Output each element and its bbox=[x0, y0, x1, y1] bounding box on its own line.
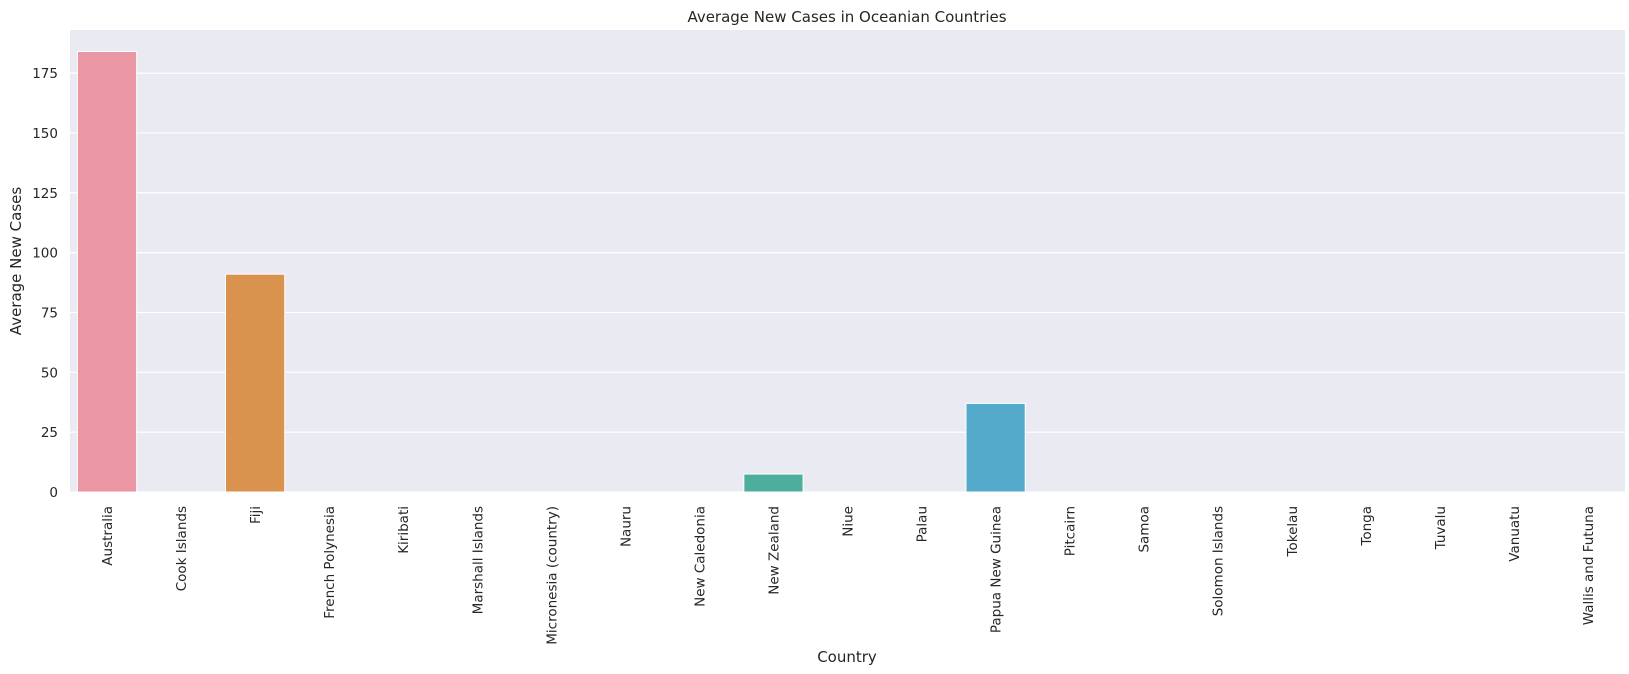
bar bbox=[225, 273, 286, 493]
x-tick-label: Tokelau bbox=[1285, 506, 1301, 557]
x-axis-label: Country bbox=[817, 648, 877, 666]
x-tick-label: Samoa bbox=[1137, 506, 1153, 553]
x-tick-label: Solomon Islands bbox=[1211, 506, 1227, 616]
y-tick-label: 75 bbox=[41, 305, 58, 321]
x-tick-label: Wallis and Futuna bbox=[1581, 506, 1597, 625]
bars bbox=[76, 51, 1026, 493]
bar bbox=[965, 402, 1026, 493]
x-tick-label: French Polynesia bbox=[322, 506, 338, 619]
y-axis-label: Average New Cases bbox=[7, 187, 25, 336]
y-tick-labels: 0 25 50 75 100 125 150 175 bbox=[32, 66, 58, 501]
x-tick-label: Marshall Islands bbox=[470, 506, 486, 614]
x-tick-label: Nauru bbox=[618, 506, 634, 547]
y-tick-label: 25 bbox=[41, 425, 58, 441]
x-tick-labels: Australia Cook Islands Fiji French Polynesi… bbox=[100, 506, 1597, 645]
x-tick-label: Micronesia (country) bbox=[544, 506, 560, 645]
x-tick-label: New Zealand bbox=[766, 506, 782, 595]
x-tick-label: Tonga bbox=[1359, 506, 1375, 547]
chart-title: Average New Cases in Oceanian Countries bbox=[687, 8, 1006, 26]
plot-background bbox=[70, 30, 1625, 492]
y-tick-label: 150 bbox=[32, 126, 58, 142]
x-tick-label: Papua New Guinea bbox=[989, 506, 1005, 633]
x-tick-label: Palau bbox=[915, 506, 931, 542]
y-tick-label: 175 bbox=[32, 66, 58, 82]
x-tick-label: Kiribati bbox=[396, 506, 412, 554]
x-tick-label: Niue bbox=[841, 506, 857, 537]
bar bbox=[743, 473, 804, 493]
x-tick-label: Australia bbox=[100, 506, 116, 566]
x-tick-label: Cook Islands bbox=[174, 506, 190, 591]
x-tick-label: Fiji bbox=[248, 506, 264, 524]
x-tick-label: Tuvalu bbox=[1433, 506, 1449, 550]
x-tick-label: Pitcairn bbox=[1063, 506, 1079, 556]
y-tick-label: 0 bbox=[49, 485, 58, 501]
y-tick-label: 100 bbox=[32, 246, 58, 262]
x-tick-label: New Caledonia bbox=[692, 506, 708, 607]
y-tick-label: 50 bbox=[41, 365, 58, 381]
y-tick-label: 125 bbox=[32, 186, 58, 202]
x-tick-label: Vanuatu bbox=[1507, 506, 1523, 562]
bar bbox=[76, 51, 138, 493]
grid-lines bbox=[70, 72, 1625, 493]
